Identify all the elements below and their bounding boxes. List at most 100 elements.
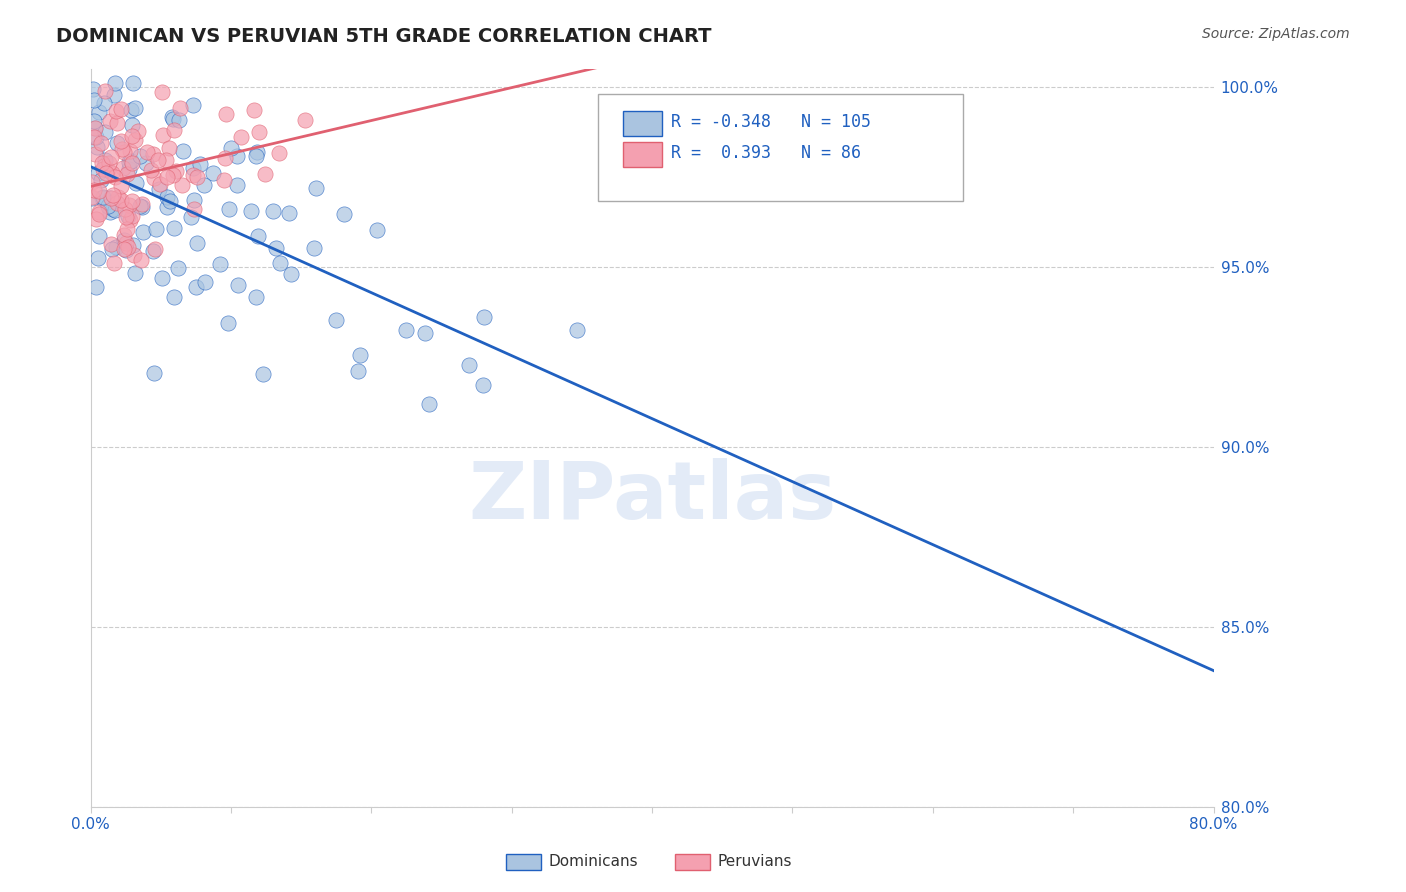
Point (121, 237, 143, 252)
Point (125, 176, 148, 190)
Point (332, 207, 354, 221)
Point (114, 210, 136, 224)
Point (252, 368, 274, 382)
Point (94, 84, 117, 98)
Point (267, 145, 290, 160)
Point (157, 141, 180, 155)
Point (183, 193, 205, 207)
Point (100, 166, 122, 180)
Point (87, 207, 110, 221)
Point (84, 129, 107, 144)
Point (114, 202, 136, 217)
Point (240, 203, 263, 218)
Text: Source: ZipAtlas.com: Source: ZipAtlas.com (1202, 27, 1350, 41)
Point (229, 130, 252, 145)
Point (418, 397, 440, 411)
Point (122, 76, 145, 90)
Point (217, 316, 239, 330)
Point (118, 212, 141, 227)
Point (242, 103, 264, 118)
Point (118, 155, 141, 169)
Point (472, 310, 495, 324)
Point (156, 200, 179, 214)
Point (146, 153, 169, 167)
Point (163, 122, 186, 136)
Point (93, 190, 115, 204)
Point (93, 161, 115, 176)
Point (167, 260, 190, 275)
Point (97, 199, 120, 213)
Point (104, 240, 127, 254)
Point (87, 205, 110, 219)
Point (101, 187, 124, 202)
Point (246, 145, 269, 160)
Point (115, 243, 138, 257)
Point (105, 116, 128, 130)
Point (83, 93, 105, 107)
Point (366, 223, 388, 237)
Point (394, 323, 416, 337)
Point (90, 155, 112, 169)
Point (83, 121, 105, 136)
Point (471, 377, 494, 392)
Point (100, 191, 122, 205)
Point (143, 242, 166, 256)
Point (228, 277, 250, 292)
Point (269, 256, 291, 270)
Point (302, 241, 325, 255)
Point (121, 129, 143, 144)
Point (135, 156, 157, 170)
Point (131, 197, 153, 211)
Point (80, 175, 103, 189)
Point (150, 270, 173, 285)
Point (262, 203, 284, 218)
Point (94, 166, 117, 180)
Point (162, 112, 184, 126)
Point (121, 156, 143, 170)
Point (111, 161, 134, 175)
Point (89, 105, 111, 120)
Point (129, 199, 152, 213)
Point (181, 98, 204, 112)
Point (107, 190, 129, 204)
Point (117, 197, 139, 211)
Point (87, 166, 110, 180)
Point (149, 177, 172, 191)
Point (112, 145, 135, 160)
Point (143, 366, 166, 380)
Point (104, 202, 127, 217)
Point (122, 248, 145, 262)
Point (103, 202, 125, 217)
Point (209, 257, 232, 271)
Point (180, 210, 202, 224)
Point (169, 101, 191, 115)
Point (96, 194, 118, 209)
Point (247, 125, 270, 139)
Point (84, 120, 107, 135)
Text: Dominicans: Dominicans (548, 855, 638, 869)
Point (93, 159, 115, 173)
Point (100, 237, 122, 252)
Point (163, 220, 186, 235)
Text: Peruvians: Peruvians (717, 855, 792, 869)
Text: DOMINICAN VS PERUVIAN 5TH GRADE CORRELATION CHART: DOMINICAN VS PERUVIAN 5TH GRADE CORRELAT… (56, 27, 711, 45)
Point (245, 149, 267, 163)
Point (170, 178, 193, 192)
Point (103, 88, 125, 103)
Point (156, 170, 179, 185)
Point (193, 178, 215, 193)
Point (567, 323, 589, 337)
Point (80, 191, 103, 205)
Point (83, 113, 105, 128)
Point (86, 139, 108, 153)
Point (127, 123, 149, 137)
Point (136, 145, 159, 159)
Point (124, 101, 146, 115)
Point (110, 134, 132, 148)
Point (93, 95, 115, 110)
Point (169, 112, 191, 127)
Point (83, 183, 105, 197)
Point (129, 149, 152, 163)
Point (212, 173, 235, 187)
Point (115, 236, 138, 251)
